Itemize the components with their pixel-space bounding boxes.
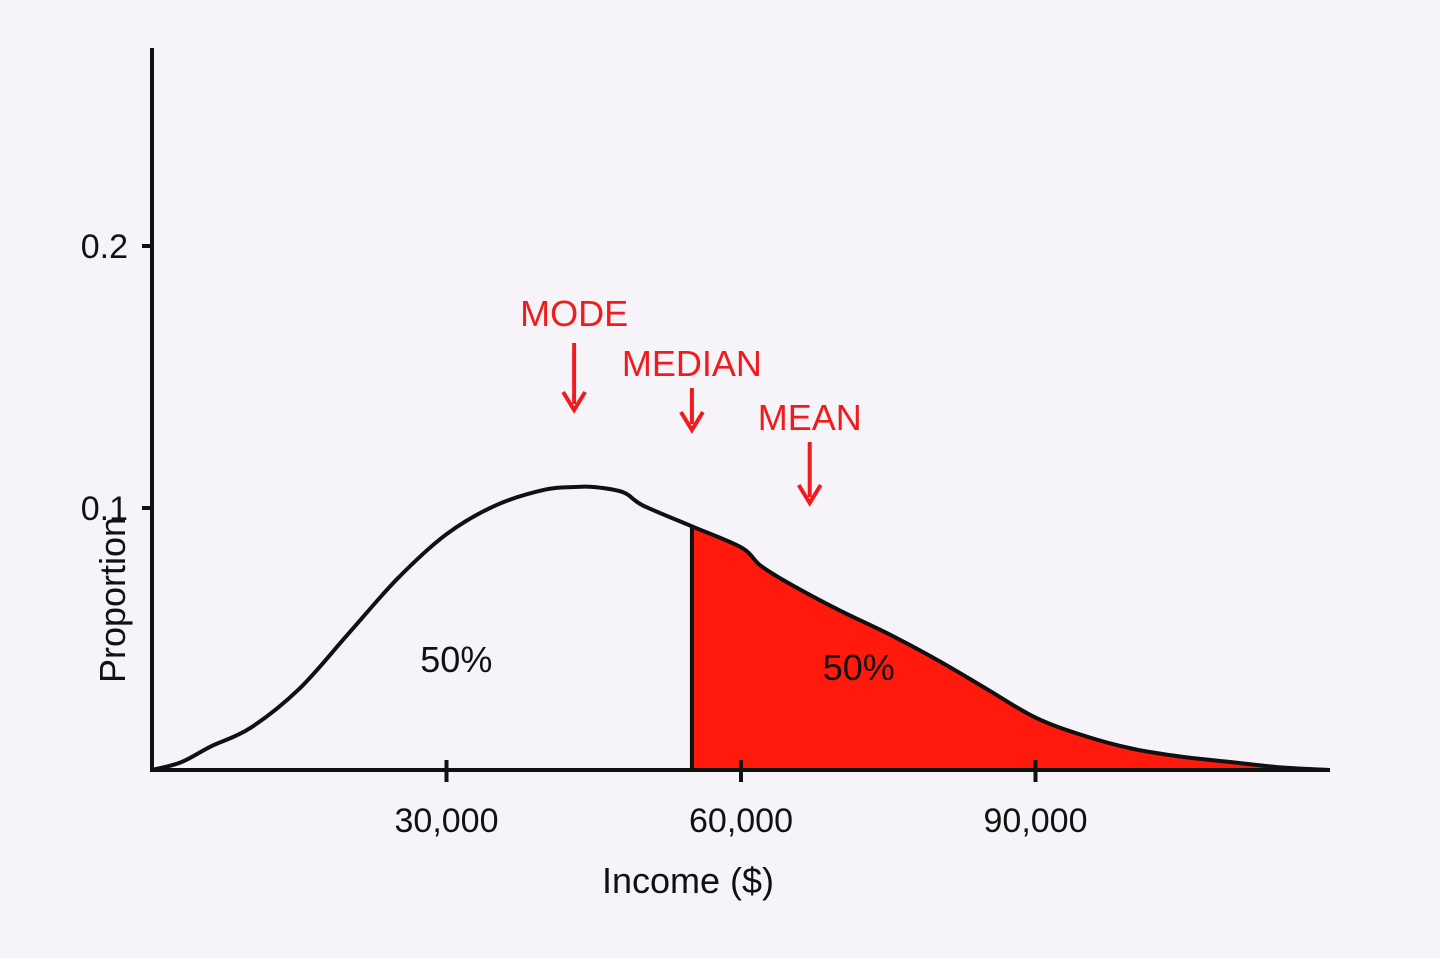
x-tick-label-60000: 60,000	[689, 802, 793, 840]
mode-arrow-head	[561, 390, 587, 414]
lower-half-percent-label: 50%	[420, 639, 492, 680]
x-axis-title: Income ($)	[602, 860, 774, 901]
mode-label: MODE	[520, 293, 628, 334]
mean-label: MEAN	[758, 397, 862, 438]
mean-arrow-head	[797, 483, 823, 507]
plot-layer: 0.1 0.2 30,000 60,000 90,000 50% 50% MODE MEDIAN…	[81, 48, 1331, 840]
median-label: MEDIAN	[622, 343, 762, 384]
y-axis-title: Proportion	[92, 517, 133, 683]
y-tick-label-0.2: 0.2	[81, 228, 128, 266]
y-tick-label-0.1: 0.1	[81, 490, 128, 528]
x-tick-label-30000: 30,000	[395, 802, 499, 840]
x-tick-label-90000: 90,000	[984, 802, 1088, 840]
upper-half-percent-label: 50%	[823, 647, 895, 688]
median-arrow-head	[679, 410, 705, 434]
shaded-area-upper-50	[691, 526, 1330, 770]
distribution-curve	[151, 484, 1331, 772]
